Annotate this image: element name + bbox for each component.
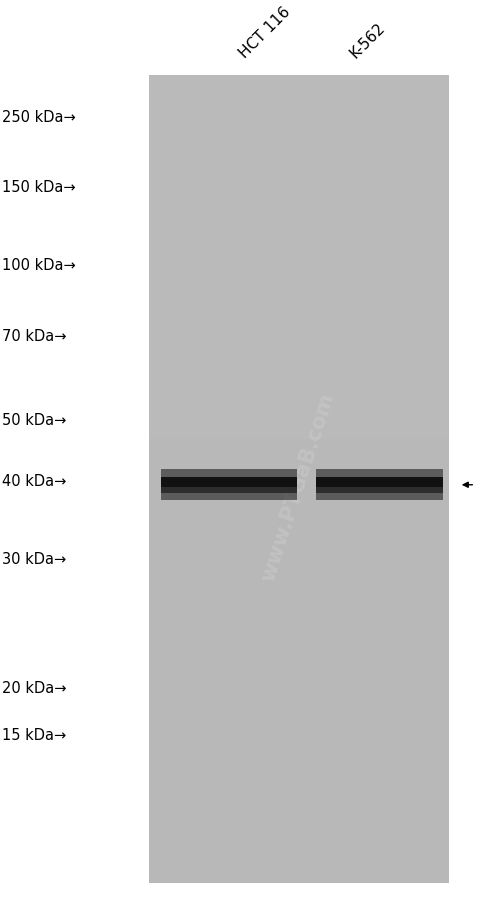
Bar — [149, 77, 449, 883]
Text: 15 kDa→: 15 kDa→ — [2, 728, 67, 742]
Bar — [161, 470, 297, 477]
Text: 50 kDa→: 50 kDa→ — [2, 413, 67, 428]
Bar — [161, 488, 297, 493]
Bar — [149, 77, 449, 439]
Bar — [161, 477, 297, 493]
Text: 40 kDa→: 40 kDa→ — [2, 474, 67, 488]
Text: 30 kDa→: 30 kDa→ — [2, 551, 67, 566]
Text: 100 kDa→: 100 kDa→ — [2, 258, 76, 273]
Text: 20 kDa→: 20 kDa→ — [2, 680, 67, 695]
Bar — [316, 477, 443, 493]
Bar — [161, 493, 297, 501]
Bar — [316, 488, 443, 493]
Bar — [316, 470, 443, 477]
Text: HCT 116: HCT 116 — [237, 5, 293, 61]
Text: 70 kDa→: 70 kDa→ — [2, 329, 67, 344]
Bar — [316, 493, 443, 501]
Text: 250 kDa→: 250 kDa→ — [2, 109, 76, 124]
Text: www.PTGaB.com: www.PTGaB.com — [258, 391, 337, 584]
Text: 150 kDa→: 150 kDa→ — [2, 180, 76, 195]
Text: K-562: K-562 — [347, 21, 388, 61]
